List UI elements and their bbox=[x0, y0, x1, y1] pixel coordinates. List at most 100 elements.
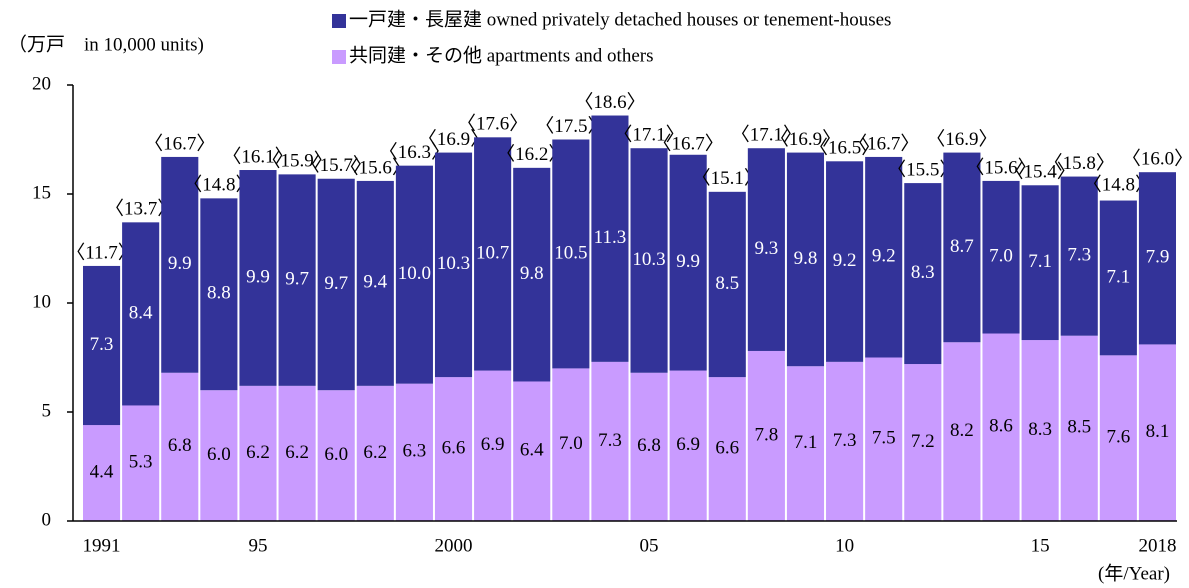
total-label: 〈16.7〉 bbox=[144, 132, 215, 154]
bar-segment bbox=[513, 381, 551, 521]
bar-value-label: 6.2 bbox=[285, 442, 309, 463]
bar-value-label: 9.3 bbox=[755, 238, 779, 259]
bar-segment bbox=[591, 361, 629, 521]
total-label: 〈15.4〉 bbox=[1004, 161, 1075, 183]
bar-value-label: 7.3 bbox=[1067, 244, 1091, 265]
bar-segment bbox=[356, 180, 394, 386]
bar-segment bbox=[865, 357, 903, 521]
bar-segment bbox=[122, 405, 160, 521]
bar-value-label: 4.4 bbox=[90, 461, 114, 482]
bar-segment bbox=[239, 385, 277, 521]
total-label: 〈16.7〉 bbox=[848, 132, 919, 154]
bar-value-label: 6.9 bbox=[676, 434, 700, 455]
bar-segment bbox=[786, 366, 825, 521]
bar-segment bbox=[83, 265, 121, 426]
bar-segment bbox=[826, 361, 864, 521]
bar-segment bbox=[122, 222, 160, 406]
x-axis-label: (年/Year) bbox=[1098, 562, 1170, 584]
bar-value-label: 7.6 bbox=[1106, 427, 1130, 448]
bar-segment bbox=[708, 377, 746, 521]
y-axis-label: （万戸 in 10,000 units) bbox=[8, 33, 204, 55]
total-label: 〈16.9〉 bbox=[770, 128, 841, 150]
bar-value-label: 8.1 bbox=[1146, 421, 1170, 442]
bar-value-label: 6.0 bbox=[207, 444, 231, 465]
total-label: 〈16.0〉 bbox=[1122, 148, 1189, 170]
x-tick-label: 1991 bbox=[83, 535, 121, 556]
bar-value-label: 9.8 bbox=[520, 263, 544, 284]
total-label: 〈16.2〉 bbox=[496, 143, 567, 165]
bar-value-label: 6.8 bbox=[637, 435, 661, 456]
bar-value-label: 6.6 bbox=[715, 437, 739, 458]
bar-segment bbox=[747, 148, 785, 351]
bar-segment bbox=[434, 152, 473, 378]
bar-segment bbox=[474, 370, 512, 521]
x-tick-label: 15 bbox=[1031, 535, 1050, 556]
total-label: 〈17.6〉 bbox=[457, 113, 528, 135]
bar-segment bbox=[161, 372, 199, 521]
bar-segment bbox=[356, 385, 394, 521]
bar-segment bbox=[1060, 176, 1098, 336]
bar-value-label: 6.6 bbox=[442, 437, 466, 458]
bar-value-label: 8.6 bbox=[989, 416, 1013, 437]
bar-segment bbox=[513, 167, 551, 382]
legend-swatch bbox=[332, 14, 346, 28]
bar-value-label: 11.3 bbox=[594, 227, 627, 248]
bar-segment bbox=[278, 385, 316, 521]
bar-value-label: 8.4 bbox=[129, 302, 153, 323]
total-label: 〈17.1〉 bbox=[731, 124, 802, 146]
bar-value-label: 10.5 bbox=[554, 242, 587, 263]
total-label: 〈17.1〉 bbox=[613, 124, 684, 146]
bar-value-label: 8.3 bbox=[911, 262, 935, 283]
bar-value-label: 7.5 bbox=[872, 428, 896, 449]
total-label: 〈15.7〉 bbox=[301, 154, 372, 176]
bar-value-label: 10.0 bbox=[398, 263, 431, 284]
y-tick-label: 5 bbox=[42, 400, 52, 421]
bar-value-label: 9.9 bbox=[676, 251, 700, 272]
total-label: 〈16.3〉 bbox=[379, 141, 450, 163]
total-label: 〈16.5〉 bbox=[809, 137, 880, 159]
bar-segment bbox=[982, 180, 1020, 334]
bar-segment bbox=[552, 139, 590, 369]
bar-value-label: 8.7 bbox=[950, 236, 974, 257]
x-tick-label: 2018 bbox=[1138, 535, 1176, 556]
total-label: 〈15.9〉 bbox=[261, 150, 332, 172]
x-tick-label: 2000 bbox=[435, 535, 473, 556]
bar-value-label: 8.8 bbox=[207, 283, 231, 304]
bar-value-label: 7.3 bbox=[833, 430, 857, 451]
bar-value-label: 7.9 bbox=[1146, 247, 1170, 268]
bar-value-label: 8.5 bbox=[715, 273, 739, 294]
total-label: 〈16.9〉 bbox=[926, 128, 997, 150]
total-label: 〈18.6〉 bbox=[574, 91, 645, 113]
x-tick-label: 05 bbox=[640, 535, 659, 556]
total-label: 〈16.1〉 bbox=[222, 145, 293, 167]
bar-segment bbox=[1099, 355, 1137, 521]
bar-segment bbox=[708, 191, 746, 378]
bar-segment bbox=[200, 198, 238, 391]
bar-segment bbox=[786, 152, 825, 367]
bar-value-label: 7.2 bbox=[911, 431, 935, 452]
bar-value-label: 10.3 bbox=[437, 253, 470, 274]
bar-value-label: 10.7 bbox=[476, 242, 509, 263]
bar-value-label: 9.2 bbox=[872, 246, 896, 267]
bar-value-label: 6.9 bbox=[481, 434, 505, 455]
total-label: 〈13.7〉 bbox=[105, 198, 176, 220]
bar-segment bbox=[943, 342, 981, 521]
bar-segment bbox=[1138, 344, 1176, 521]
y-tick-label: 10 bbox=[32, 291, 51, 312]
bar-segment bbox=[1021, 185, 1059, 341]
total-label: 〈17.5〉 bbox=[535, 115, 606, 137]
bar-value-label: 9.9 bbox=[168, 253, 192, 274]
total-label: 〈16.9〉 bbox=[418, 128, 489, 150]
bar-segment bbox=[317, 178, 355, 391]
bar-segment bbox=[200, 390, 238, 521]
bar-value-label: 7.3 bbox=[598, 430, 622, 451]
bar-segment bbox=[395, 383, 433, 521]
total-label: 〈11.7〉 bbox=[66, 241, 137, 263]
bar-segment bbox=[434, 377, 473, 521]
bar-segment bbox=[904, 364, 942, 521]
bar-value-label: 6.3 bbox=[403, 441, 427, 462]
total-label: 〈14.8〉 bbox=[1083, 174, 1154, 196]
bar-segment bbox=[865, 156, 903, 358]
total-label: 〈15.6〉 bbox=[965, 156, 1036, 178]
